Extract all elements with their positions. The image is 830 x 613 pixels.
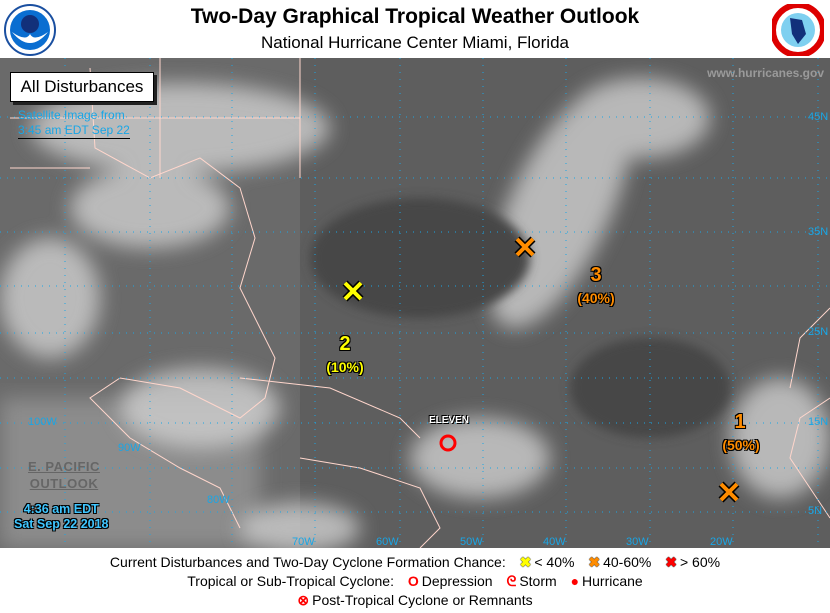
disturbance-1-chance: (50%)	[722, 437, 760, 453]
website-watermark: www.hurricanes.gov	[707, 66, 824, 80]
issue-time-line2: Sat Sep 22 2018	[14, 517, 109, 531]
satellite-time-line2: 3:45 am EDT Sep 22	[18, 123, 130, 139]
lon-label: 80W	[207, 494, 230, 506]
lon-label: 40W	[543, 536, 566, 548]
disturbance-3-chance: (40%)	[577, 290, 615, 306]
view-title-box: All Disturbances	[10, 72, 154, 102]
noaa-logo	[4, 4, 56, 56]
legend-row-formation: Current Disturbances and Two-Day Cyclone…	[0, 554, 830, 571]
page-title: Two-Day Graphical Tropical Weather Outlo…	[190, 5, 640, 28]
depression-icon: O	[407, 573, 419, 589]
red-x-icon: ✖	[665, 554, 677, 570]
lon-label: 60W	[376, 536, 399, 548]
cyclone-name-label: ELEVEN	[428, 415, 470, 426]
lat-label: 5N	[808, 505, 823, 517]
depression-eleven-icon[interactable]	[439, 434, 457, 452]
lon-label: 100W	[28, 416, 57, 428]
coastlines	[10, 58, 830, 548]
epac-outlook-link[interactable]: E. PACIFIC OUTLOOK	[28, 458, 100, 492]
legend-hurricane: Hurricane	[582, 573, 643, 589]
lat-label: 25N	[808, 326, 829, 338]
legend-cyclone-label: Tropical or Sub-Tropical Cyclone:	[187, 573, 394, 589]
yellow-x-icon: ✖	[519, 554, 532, 570]
legend-post-tropical: Post-Tropical Cyclone or Remnants	[312, 592, 533, 608]
issue-time: 4:36 am EDT Sat Sep 22 2018	[14, 502, 109, 532]
issue-time-line1: 4:36 am EDT	[23, 502, 99, 516]
legend-high: > 60%	[679, 554, 721, 570]
nws-logo	[772, 4, 824, 56]
disturbance-2-chance: (10%)	[326, 359, 364, 375]
legend-low: < 40%	[534, 554, 575, 570]
satellite-map	[0, 58, 830, 548]
epac-line1: E. PACIFIC	[28, 459, 100, 474]
satellite-time: Satellite Image from 3:45 am EDT Sep 22	[18, 108, 130, 139]
legend-formation-label: Current Disturbances and Two-Day Cyclone…	[109, 554, 506, 570]
disturbance-3-marker[interactable]	[514, 236, 536, 258]
disturbance-3-number[interactable]: 3	[590, 264, 602, 286]
lat-label: 35N	[808, 226, 829, 238]
post-tropical-icon: ⊗	[297, 592, 310, 608]
lat-label: 15N	[808, 416, 829, 428]
lon-label: 20W	[710, 536, 733, 548]
clouds	[0, 78, 830, 548]
lon-label: 30W	[626, 536, 649, 548]
disturbance-1-number[interactable]: 1	[734, 411, 746, 433]
epac-line2: OUTLOOK	[29, 476, 99, 491]
legend-row-cyclone: Tropical or Sub-Tropical Cyclone: O Depre…	[0, 573, 830, 590]
lon-label: 70W	[292, 536, 315, 548]
lon-label: 90W	[118, 442, 141, 454]
hurricane-icon: ●	[570, 573, 580, 589]
legend-storm: Storm	[519, 573, 557, 589]
page-subtitle: National Hurricane Center Miami, Florida	[260, 33, 569, 52]
lat-label: 45N	[808, 111, 829, 123]
legend-depression: Depression	[421, 573, 493, 589]
satellite-time-line1: Satellite Image from	[18, 108, 125, 122]
legend-row-post-tropical: ⊗ Post-Tropical Cyclone or Remnants	[0, 592, 830, 609]
lat-lon-grid	[0, 58, 830, 548]
disturbance-2-marker[interactable]	[342, 280, 364, 302]
orange-x-icon: ✖	[588, 554, 601, 570]
legend-medium: 40-60%	[603, 554, 652, 570]
disturbance-2-number[interactable]: 2	[339, 333, 351, 355]
lon-label: 50W	[460, 536, 483, 548]
storm-icon: ᘓ	[506, 573, 517, 589]
disturbance-1-marker[interactable]	[718, 481, 740, 503]
